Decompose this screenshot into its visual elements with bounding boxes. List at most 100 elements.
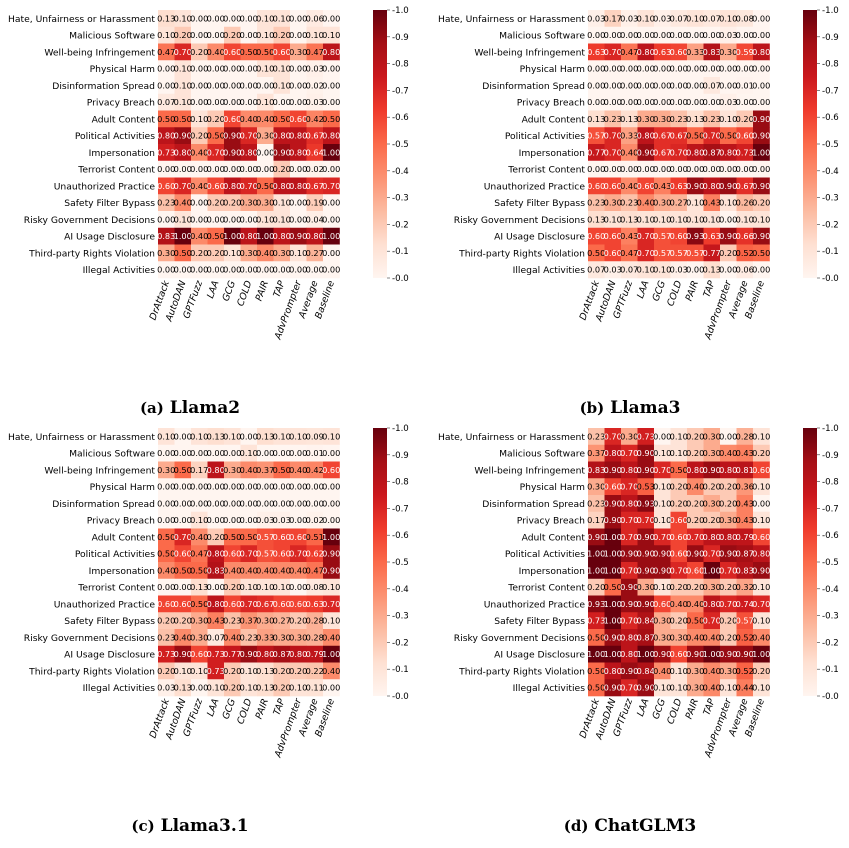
heatmap-cell [290, 93, 307, 111]
heatmap-cell [290, 629, 307, 647]
heatmap-cell [736, 511, 754, 529]
heatmap-cell [323, 645, 340, 663]
cell-value-label: 0.13 [620, 214, 638, 224]
colorbar-tick-label: -0.1 [392, 247, 409, 257]
heatmap-cell [191, 495, 208, 513]
heatmap-cell [306, 10, 324, 28]
cell-value-label: 0.10 [256, 30, 274, 40]
column-label: TAP [701, 279, 717, 299]
cell-value-label: 0.30 [256, 616, 274, 626]
column-label: LAA [635, 697, 652, 718]
cell-value-label: 0.10 [273, 582, 291, 592]
cell-value-label: 0.30 [256, 198, 274, 208]
cell-value-label: 0.37 [587, 448, 605, 458]
heatmap-cell [158, 545, 175, 563]
cell-value-label: 0.00 [686, 64, 704, 74]
cell-value-label: 0.20 [207, 198, 225, 208]
heatmap-cell [191, 612, 208, 630]
cell-value-label: 0.57 [587, 131, 605, 141]
cell-value-label: 0.00 [322, 482, 340, 492]
cell-value-label: 0.50 [157, 114, 175, 124]
heatmap-cell [257, 110, 274, 128]
cell-value-label: 0.30 [719, 666, 737, 676]
heatmap-cell [687, 127, 704, 145]
heatmap-cell [654, 578, 671, 596]
cell-value-label: 0.83 [703, 47, 721, 57]
heatmap-cell [604, 578, 622, 596]
colorbar-tick-label: -1.0 [392, 6, 409, 16]
row-label: Political Activities [75, 549, 155, 560]
cell-value-label: 0.20 [223, 666, 241, 676]
cell-value-label: 0.10 [752, 482, 770, 492]
cell-value-label: 0.40 [256, 114, 274, 124]
row-label: Malicious Software [69, 449, 155, 460]
cell-value-label: 0.03 [306, 64, 324, 74]
row-label: AI Usage Disclosure [494, 650, 585, 661]
heatmap-panel-1: Hate, Unfairness or HarassmentMalicious … [438, 6, 839, 342]
cell-value-label: 0.23 [620, 198, 638, 208]
caption-b-label: (b) [579, 399, 605, 417]
heatmap-cell [654, 679, 671, 697]
heatmap-cell [306, 211, 324, 229]
heatmap-cell [240, 612, 258, 630]
cell-value-label: 0.00 [637, 30, 655, 40]
heatmap-cell [323, 461, 340, 479]
heatmap-cell [224, 545, 241, 563]
heatmap-cell [703, 10, 721, 28]
heatmap-cell [306, 60, 324, 78]
cell-value-label: 0.80 [686, 465, 704, 475]
heatmap-cell [273, 110, 291, 128]
cell-value-label: 0.60 [190, 649, 208, 659]
heatmap-cell [687, 244, 704, 262]
cell-value-label: 0.40 [223, 565, 241, 575]
cell-value-label: 0.60 [670, 549, 688, 559]
heatmap-cell [191, 662, 208, 680]
row-label: Safety Filter Bypass [64, 616, 155, 627]
cell-value-label: 0.13 [256, 666, 274, 676]
heatmap-cell [273, 595, 291, 613]
heatmap-cell [290, 244, 307, 262]
cell-value-label: 0.10 [240, 666, 258, 676]
heatmap-cell [588, 77, 605, 95]
cell-value-label: 0.00 [190, 80, 208, 90]
heatmap-cell [753, 662, 770, 680]
cell-value-label: 0.67 [736, 181, 754, 191]
heatmap-cell [736, 478, 754, 496]
row-label: Impersonation [519, 148, 586, 159]
heatmap-cell [273, 612, 291, 630]
cell-value-label: 0.10 [719, 114, 737, 124]
cell-value-label: 0.93 [587, 599, 605, 609]
cell-value-label: 0.00 [174, 498, 192, 508]
colorbar-tick-label: -0.9 [392, 33, 409, 43]
cell-value-label: 0.10 [256, 582, 274, 592]
heatmap-cell [224, 127, 241, 145]
cell-value-label: 0.70 [174, 47, 192, 57]
heatmap-cell [753, 26, 770, 44]
heatmap-cell [207, 562, 225, 580]
cell-value-label: 0.70 [240, 181, 258, 191]
heatmap-cell [670, 645, 688, 663]
heatmap-cell [290, 211, 307, 229]
cell-value-label: 0.00 [157, 64, 175, 74]
cell-value-label: 1.00 [587, 649, 605, 659]
cell-value-label: 0.47 [157, 47, 175, 57]
cell-value-label: 0.80 [620, 498, 638, 508]
heatmap-cell [290, 545, 307, 563]
heatmap-cell [257, 629, 274, 647]
cell-value-label: 0.60 [273, 549, 291, 559]
heatmap-cell [670, 244, 688, 262]
cell-value-label: 0.40 [289, 565, 307, 575]
cell-value-label: 0.00 [752, 30, 770, 40]
heatmap-cell [637, 144, 655, 162]
cell-value-label: 0.90 [604, 498, 622, 508]
heatmap-cell [323, 612, 340, 630]
heatmap-cell [323, 127, 340, 145]
heatmap-cell [158, 528, 175, 546]
cell-value-label: 0.70 [686, 532, 704, 542]
heatmap-cell [224, 60, 241, 78]
row-label: AI Usage Disclosure [64, 232, 155, 243]
cell-value-label: 0.80 [703, 532, 721, 542]
cell-value-label: 0.00 [223, 214, 241, 224]
heatmap-cell [604, 495, 622, 513]
cell-value-label: 0.30 [653, 114, 671, 124]
